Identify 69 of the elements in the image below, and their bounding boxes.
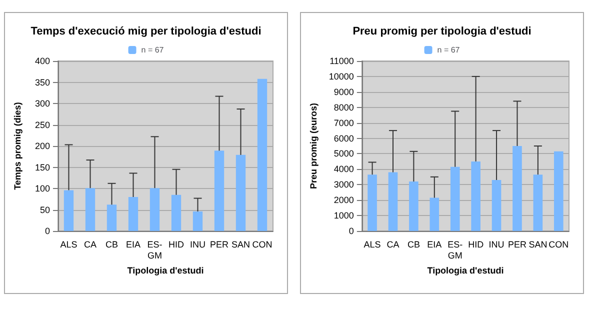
bar [106,204,117,231]
y-tick-label: 3000 [334,180,354,190]
x-tick-label: EIA [126,240,141,250]
y-axis-title: Preu promig (euros) [308,102,318,190]
x-tick-label: HID [168,240,184,250]
y-axis-title: Temps promig (dies) [12,102,22,190]
y-tick-label: 100 [34,184,50,194]
y-tick-label: 0 [44,226,50,236]
x-tick-label: HID [468,240,484,250]
x-tick-label: CB [407,240,420,250]
x-tick-label: CON [548,240,569,250]
y-tick-label: 10000 [328,71,354,82]
x-tick-label: ES- GM [147,240,162,260]
bar [388,172,398,231]
x-tick-label: INU [488,240,504,250]
x-tick-label: CON [252,240,272,250]
y-tick-label: 7000 [334,118,354,128]
y-tick-label: 4000 [334,164,354,174]
y-tick-label: 150 [34,162,50,172]
x-tick-label: SAN [231,240,250,250]
bar [236,154,246,231]
x-axis-title: Tipologia d'estudi [427,265,504,276]
x-tick-label: CA [386,240,400,250]
chart-title: Temps d'execució mig per tipologia d'estudi [30,26,262,38]
y-tick-label: 50 [40,204,50,215]
y-tick-label: 300 [34,98,50,108]
y-tick-label: 250 [34,120,50,130]
bar [85,188,96,231]
bar [471,161,480,231]
legend-label: n = 67 [141,46,164,54]
y-tick-label: 11000 [330,56,354,66]
y-tick-label: 8000 [334,102,354,112]
bar [533,174,543,231]
y-tick-label: 200 [34,141,50,151]
x-tick-label: EIA [427,240,442,250]
x-tick-label: PER [210,240,229,250]
x-axis-title: Tipologia d'estudi [127,265,204,276]
x-tick-label: ALS [60,240,78,250]
bar [257,78,268,231]
x-tick-label: CB [105,240,118,250]
bar [368,174,377,231]
chart-title: Preu promig per tipologia d'estudi [352,26,532,38]
bar [492,180,502,231]
x-tick-label: ALS [364,240,381,250]
x-tick-label: SAN [528,240,548,250]
y-tick-label: 350 [34,77,50,88]
y-tick-label: 6000 [334,133,354,144]
bar [128,197,138,231]
bar [192,211,203,231]
y-tick-label: 5000 [334,148,354,159]
y-tick-label: 9000 [334,86,354,97]
x-tick-label: INU [190,240,206,250]
x-tick-label: ES- GM [448,240,463,260]
x-tick-label: CA [84,240,97,250]
bar [150,188,160,231]
x-tick-label: PER [508,240,527,250]
bar [171,194,182,231]
bar [450,166,460,231]
bar [554,151,564,231]
y-tick-label: 400 [34,56,50,66]
y-tick-label: 2000 [334,195,354,206]
bar [214,150,224,231]
legend-label: n = 67 [437,46,460,54]
y-tick-label: 1000 [334,210,354,221]
bar [64,190,74,231]
y-tick-label: 0 [348,226,354,236]
bar [512,146,522,231]
bar [430,198,440,231]
bar [409,182,418,231]
